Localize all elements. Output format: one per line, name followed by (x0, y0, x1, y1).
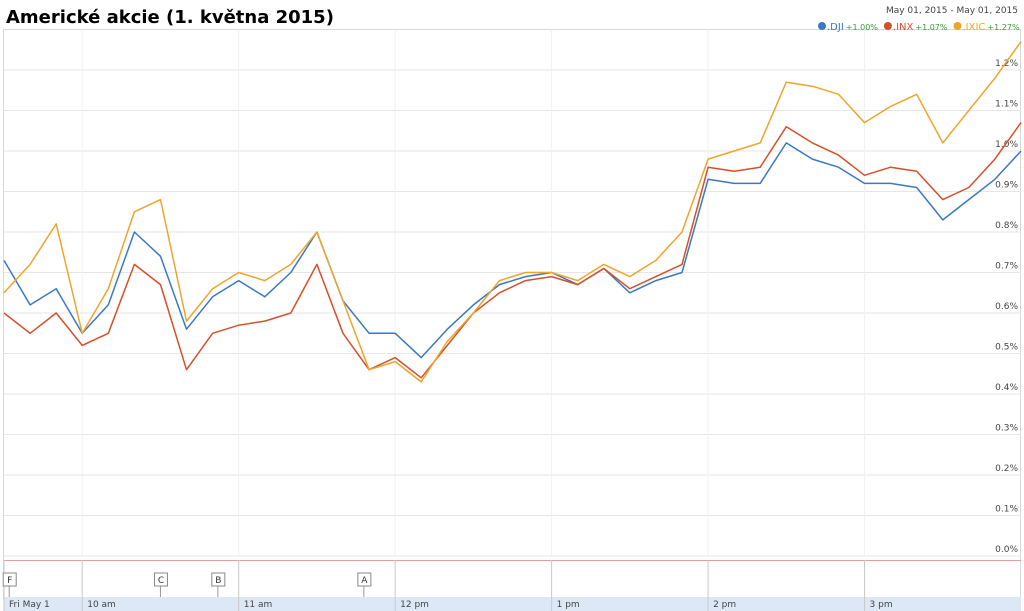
x-tick-label: 3 pm (870, 600, 893, 610)
y-tick-label: 0.3% (995, 424, 1018, 434)
flag-label: B (215, 576, 221, 586)
y-tick-label: 0.5% (995, 343, 1018, 353)
x-tick-label: 10 am (87, 600, 116, 610)
flag-box (153, 572, 168, 587)
series-line (3, 41, 1022, 383)
y-tick-label: 0.9% (995, 181, 1018, 191)
series-line (3, 142, 1022, 359)
series-line (3, 122, 1022, 379)
y-tick-label: 0.2% (995, 464, 1018, 474)
legend-change: +1.07% (915, 23, 948, 32)
legend-marker (818, 22, 826, 30)
date-range: May 01, 2015 - May 01, 2015 (886, 6, 1018, 16)
legend-name: .IXIC (963, 22, 986, 33)
y-tick-label: 1.0% (995, 140, 1018, 150)
flag-box (2, 572, 17, 587)
y-tick-label: 0.1% (995, 505, 1018, 515)
legend-name: .INX (893, 22, 914, 33)
legend-change: +1.00% (846, 23, 879, 32)
flag-label: F (7, 576, 12, 586)
chart-title: Americké akcie (1. května 2015) (6, 7, 334, 28)
x-tick-label: 11 am (244, 600, 273, 610)
y-tick-label: 0.7% (995, 262, 1018, 272)
y-tick-label: 0.8% (995, 221, 1018, 231)
legend-marker (953, 22, 962, 30)
y-tick-label: 0.6% (995, 302, 1018, 312)
y-tick-label: 0.0% (995, 545, 1018, 555)
legend-marker (883, 22, 892, 30)
x-tick-label: 12 pm (400, 600, 429, 610)
y-tick-label: 0.4% (995, 383, 1018, 393)
legend-name: .DJI (827, 22, 844, 33)
x-tick-label: Fri May 1 (9, 600, 50, 610)
flag-box (357, 572, 372, 587)
x-tick-label: 1 pm (557, 600, 580, 610)
time-bar (4, 597, 1021, 611)
flag-box (211, 572, 226, 587)
flag-label: C (158, 576, 164, 586)
y-tick-label: 1.2% (995, 59, 1018, 69)
y-tick-label: 1.1% (995, 100, 1018, 110)
flag-label: A (361, 576, 368, 586)
x-tick-label: 2 pm (713, 600, 736, 610)
legend-change: +1.27% (987, 23, 1020, 32)
